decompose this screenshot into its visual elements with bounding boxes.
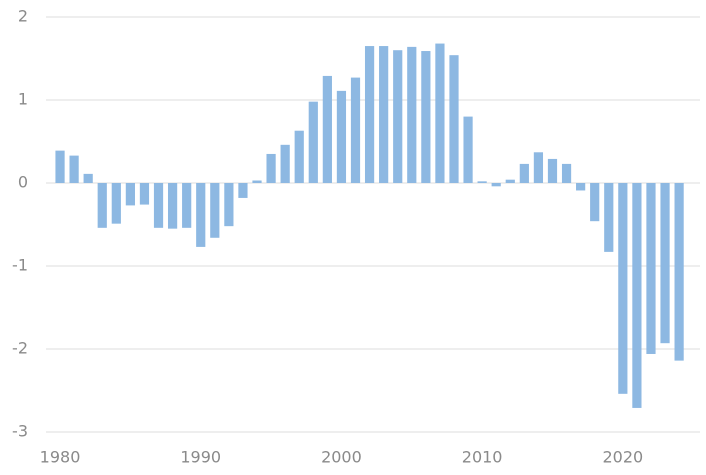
bar <box>407 46 417 183</box>
bar <box>280 144 290 183</box>
bar <box>252 180 262 183</box>
bar <box>547 158 558 183</box>
bar <box>111 183 121 224</box>
bar <box>294 130 304 183</box>
bar <box>393 50 403 184</box>
bar <box>379 46 389 183</box>
y-tick-label: -2 <box>12 339 28 358</box>
bar <box>533 152 544 183</box>
x-tick-label: 2010 <box>462 448 503 467</box>
bar <box>604 183 614 252</box>
bar <box>139 183 150 205</box>
bar <box>576 183 586 191</box>
bar <box>350 77 361 183</box>
bar <box>421 51 431 183</box>
bar <box>561 163 572 183</box>
bar <box>435 43 445 184</box>
bar <box>266 153 276 183</box>
bar <box>153 183 164 228</box>
bar <box>519 163 529 183</box>
y-tick-label: 0 <box>18 173 28 192</box>
y-tick-label: -1 <box>12 256 28 275</box>
bar <box>491 183 501 187</box>
bar <box>336 90 347 183</box>
y-tick-label: 1 <box>18 90 28 109</box>
bar <box>196 183 206 247</box>
y-tick-label: -3 <box>12 422 28 441</box>
bar <box>660 183 670 344</box>
bar <box>182 183 192 228</box>
bar <box>308 101 318 183</box>
bar <box>364 46 375 183</box>
x-tick-label: 1980 <box>40 448 81 467</box>
bar <box>97 183 107 228</box>
bar <box>632 183 642 408</box>
bar <box>167 183 178 229</box>
bar <box>618 183 628 394</box>
y-tick-label: 2 <box>18 7 28 26</box>
x-tick-label: 1990 <box>180 448 221 467</box>
bar <box>224 183 234 227</box>
bar <box>477 181 487 183</box>
bar <box>69 155 79 183</box>
bar <box>55 150 65 183</box>
bar <box>83 173 93 183</box>
bar <box>646 183 656 354</box>
bar <box>505 179 515 183</box>
bar <box>238 183 248 198</box>
bar <box>210 183 220 238</box>
bar <box>449 55 459 183</box>
x-tick-label: 2020 <box>602 448 643 467</box>
bar <box>125 183 135 206</box>
bar <box>674 183 684 361</box>
bar <box>322 75 332 183</box>
bar <box>590 183 600 222</box>
bar <box>463 116 473 183</box>
x-tick-label: 2000 <box>321 448 362 467</box>
